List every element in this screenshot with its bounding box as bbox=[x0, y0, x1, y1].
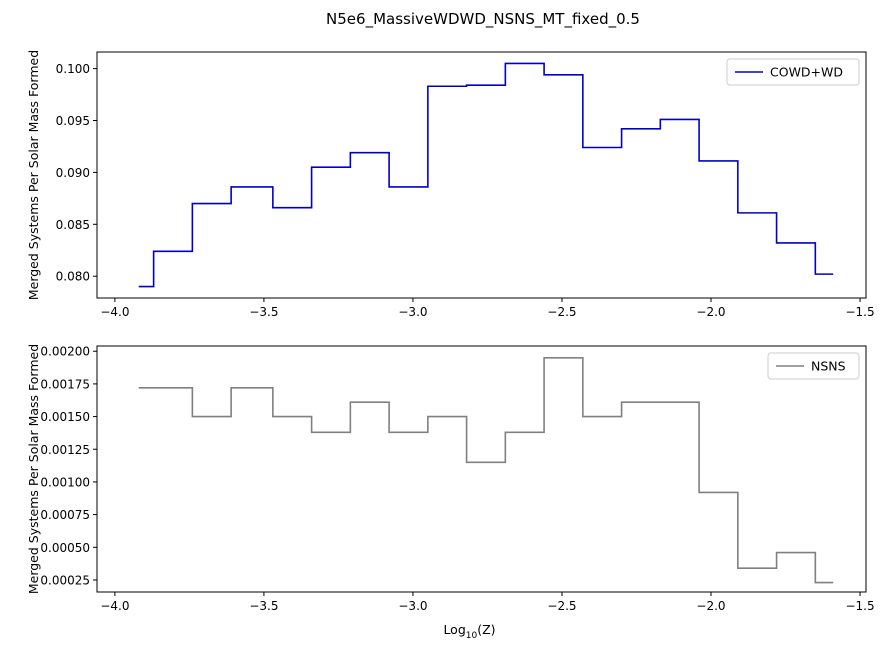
y-tick-label: 0.00025 bbox=[40, 573, 90, 587]
x-tick-label: −3.5 bbox=[249, 599, 278, 613]
x-tick-label: −4.0 bbox=[100, 305, 129, 319]
x-tick-label: −1.5 bbox=[845, 305, 874, 319]
bottom-panel: −4.0 −3.5 −3.0 −2.5 −2.0 −1.5 0.00025 0.00050 0.… bbox=[26, 344, 875, 641]
y-tick-label: 0.00200 bbox=[40, 345, 90, 359]
y-tick-label: 0.095 bbox=[56, 114, 90, 128]
y-tick-label: 0.00150 bbox=[40, 410, 90, 424]
y-tick-label: 0.00050 bbox=[40, 541, 90, 555]
x-tick-label: −1.5 bbox=[845, 599, 874, 613]
y-axis-label: Merged Systems Per Solar Mass Formed bbox=[26, 344, 41, 594]
x-axis-label-tail: (Z) bbox=[477, 622, 495, 637]
x-tick-label: −2.5 bbox=[547, 599, 576, 613]
x-axis-label-main: Log bbox=[443, 622, 465, 637]
y-tick-label: 0.00100 bbox=[40, 475, 90, 489]
legend-box bbox=[767, 352, 860, 380]
x-tick-label: −3.0 bbox=[398, 599, 427, 613]
y-tick-label: 0.00125 bbox=[40, 443, 90, 457]
y-tick-label: 0.00075 bbox=[40, 508, 90, 522]
y-tick-label: 0.00175 bbox=[40, 377, 90, 391]
y-tick-label: 0.085 bbox=[56, 218, 90, 232]
legend-label: COWD+WD bbox=[770, 65, 843, 80]
x-axis-label: Log10(Z) bbox=[443, 622, 495, 641]
legend-label: NSNS bbox=[811, 359, 846, 374]
y-tick-label: 0.100 bbox=[56, 62, 90, 76]
series-line-cowd-wd bbox=[138, 62, 834, 288]
x-tick-label: −4.0 bbox=[100, 599, 129, 613]
y-axis-label: Merged Systems Per Solar Mass Formed bbox=[26, 50, 41, 300]
x-tick-label: −2.0 bbox=[696, 599, 725, 613]
series-line-nsns bbox=[138, 356, 834, 584]
y-tick-label: 0.090 bbox=[56, 166, 90, 180]
x-tick-label: −3.0 bbox=[398, 305, 427, 319]
x-tick-label: −3.5 bbox=[249, 305, 278, 319]
y-tick-label: 0.080 bbox=[56, 270, 90, 284]
legend-box bbox=[726, 58, 860, 86]
top-panel: −4.0 −3.5 −3.0 −2.5 −2.0 −1.5 0.080 0.085 0.090 0… bbox=[26, 50, 875, 319]
x-axis-label-subscript: 10 bbox=[466, 631, 478, 641]
x-tick-label: −2.5 bbox=[547, 305, 576, 319]
axes-frame bbox=[96, 51, 867, 299]
x-tick-label: −2.0 bbox=[696, 305, 725, 319]
figure-title: N5e6_MassiveWDWD_NSNS_MT_fixed_0.5 bbox=[326, 10, 640, 29]
axes-frame bbox=[96, 345, 867, 593]
